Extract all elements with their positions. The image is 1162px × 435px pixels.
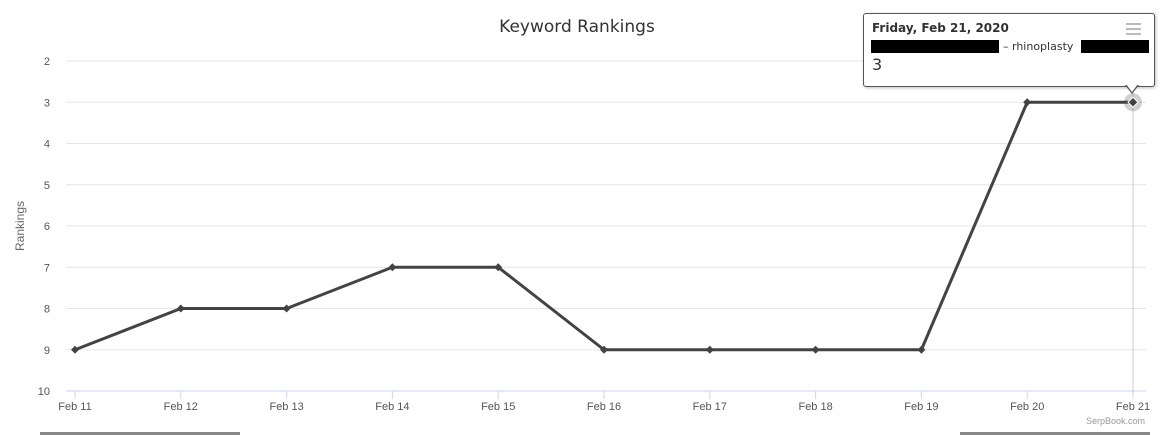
- chart-title: Keyword Rankings: [499, 17, 655, 37]
- x-tick-label: Feb 17: [693, 401, 727, 413]
- x-axis: Feb 11 Feb 12 Feb 13 Feb 14 Feb 15 Feb 16 Feb …: [58, 391, 1150, 413]
- hamburger-menu-icon[interactable]: [1126, 23, 1141, 35]
- y-tick-label: 7: [44, 262, 50, 274]
- data-point[interactable]: [600, 345, 608, 354]
- data-point[interactable]: [705, 345, 714, 354]
- data-point[interactable]: [1023, 98, 1032, 107]
- data-tooltip: Friday, Feb 21, 2020 – rhinoplasty 3: [863, 13, 1155, 94]
- data-point[interactable]: [176, 304, 185, 313]
- x-tick-label: Feb 20: [1010, 401, 1044, 413]
- y-tick-label: 5: [44, 180, 50, 192]
- cut-off-text-strip: [0, 430, 1162, 435]
- data-point[interactable]: [917, 345, 926, 354]
- x-tick-label: Feb 11: [58, 401, 91, 413]
- data-point[interactable]: [1127, 96, 1139, 108]
- redacted-block: [1081, 40, 1149, 53]
- y-axis-label: Rankings: [13, 201, 27, 251]
- tooltip-series-label: – rhinoplasty: [1003, 40, 1074, 53]
- data-point[interactable]: [494, 263, 503, 272]
- y-tick-label: 4: [44, 139, 50, 151]
- x-tick-label: Feb 19: [904, 401, 938, 413]
- y-tick-label: 9: [44, 345, 50, 357]
- y-axis-ticks: 2 3 4 5 6 7 8 9 10: [38, 56, 50, 398]
- x-tick-label: Feb 13: [269, 401, 303, 413]
- x-tick-label: Feb 15: [481, 401, 515, 413]
- y-tick-label: 3: [44, 97, 50, 109]
- data-point[interactable]: [388, 263, 397, 272]
- y-tick-label: 8: [44, 304, 50, 316]
- data-point[interactable]: [811, 345, 820, 354]
- x-tick-label: Feb 12: [164, 401, 198, 413]
- y-tick-label: 2: [44, 56, 50, 68]
- data-point[interactable]: [282, 304, 291, 313]
- tooltip-series-row: – rhinoplasty: [871, 40, 1149, 54]
- data-point[interactable]: [71, 345, 79, 354]
- y-tick-label: 10: [38, 386, 50, 398]
- chart-credit[interactable]: SerpBook.com: [1086, 416, 1145, 426]
- y-tick-label: 6: [44, 221, 50, 233]
- tooltip-value: 3: [872, 55, 883, 74]
- x-tick-label: Feb 14: [375, 401, 409, 413]
- x-tick-label: Feb 18: [798, 401, 832, 413]
- tooltip-arrow-fill: [1126, 84, 1138, 92]
- redacted-block: [871, 40, 999, 53]
- grid-lines: [66, 60, 1146, 392]
- series-rhinoplasty[interactable]: [71, 93, 1142, 354]
- x-tick-label: Feb 21: [1116, 401, 1150, 413]
- tooltip-date: Friday, Feb 21, 2020: [872, 21, 1009, 35]
- x-tick-label: Feb 16: [587, 401, 621, 413]
